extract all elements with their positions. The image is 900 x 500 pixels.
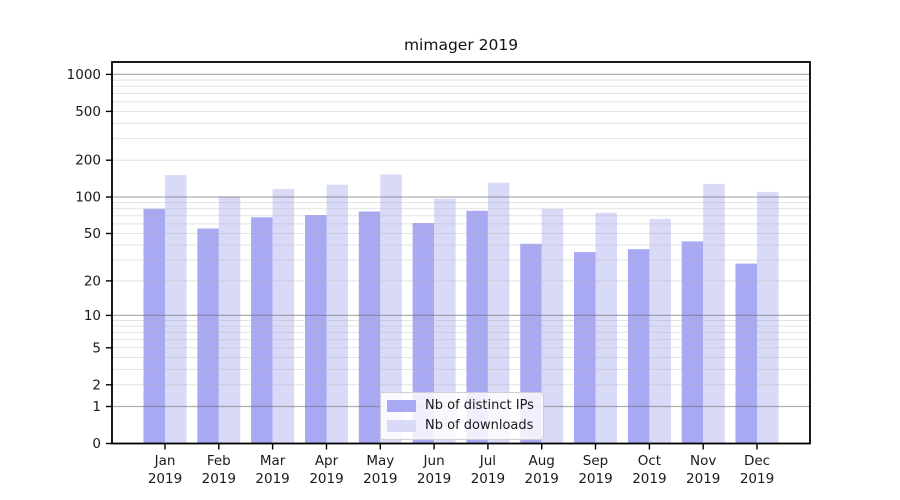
x-tick-label-may: May: [366, 453, 394, 469]
x-tick-label-year-jul: 2019: [471, 471, 505, 487]
x-tick-label-mar: Mar: [260, 453, 286, 469]
y-tick-label-1000: 1000: [67, 67, 101, 83]
y-tick-label-500: 500: [75, 104, 101, 120]
bar-downloads-nov: [703, 183, 725, 444]
bar-downloads-jan: [165, 175, 187, 444]
legend-swatch-distinct-ips: [387, 399, 416, 412]
bar-distinct-ips-jun: [412, 223, 435, 444]
bar-distinct-ips-jul: [466, 210, 488, 444]
bar-distinct-ips-sep: [574, 252, 596, 444]
y-tick-label-20: 20: [84, 273, 101, 289]
bar-downloads-apr: [326, 184, 348, 444]
x-tick-label-dec: Dec: [744, 453, 770, 469]
x-tick-label-year-sep: 2019: [578, 471, 612, 487]
bar-downloads-aug: [541, 208, 564, 444]
x-tick-label-oct: Oct: [638, 453, 661, 469]
y-tick-label-5: 5: [92, 340, 101, 356]
x-tick-label-year-mar: 2019: [255, 471, 289, 487]
bar-distinct-ips-feb: [197, 228, 219, 444]
x-tick-label-sep: Sep: [583, 453, 608, 469]
y-tick-label-50: 50: [84, 226, 101, 242]
y-tick-label-10: 10: [84, 308, 101, 324]
bar-downloads-sep: [595, 212, 617, 444]
x-tick-label-year-jun: 2019: [417, 471, 451, 487]
legend-swatch-downloads: [387, 419, 416, 432]
bar-distinct-ips-mar: [251, 217, 273, 444]
bar-distinct-ips-nov: [681, 241, 704, 444]
bar-distinct-ips-apr: [305, 215, 327, 444]
x-tick-label-year-dec: 2019: [740, 471, 774, 487]
x-tick-label-aug: Aug: [529, 453, 555, 469]
x-tick-label-year-feb: 2019: [202, 471, 236, 487]
x-tick-label-year-nov: 2019: [686, 471, 720, 487]
x-tick-label-year-jan: 2019: [148, 471, 182, 487]
bar-downloads-feb: [218, 196, 241, 444]
x-tick-label-year-apr: 2019: [309, 471, 343, 487]
x-tick-label-feb: Feb: [207, 453, 231, 469]
legend: Nb of distinct IPs Nb of downloads: [380, 392, 544, 440]
legend-label-downloads: Nb of downloads: [425, 418, 534, 433]
legend-item-distinct-ips: Nb of distinct IPs: [387, 398, 535, 413]
x-tick-label-jul: Jul: [479, 453, 496, 469]
bar-downloads-oct: [649, 218, 671, 444]
y-tick-label-100: 100: [75, 190, 101, 206]
plot-border: [111, 61, 811, 445]
legend-label-distinct-ips: Nb of distinct IPs: [425, 398, 534, 413]
bar-downloads-jun: [434, 198, 456, 444]
bar-downloads-mar: [272, 189, 295, 444]
bar-distinct-ips-dec: [735, 263, 757, 444]
bar-distinct-ips-may: [358, 211, 381, 444]
bar-downloads-may: [380, 174, 402, 444]
y-tick-label-2: 2: [92, 377, 101, 393]
x-tick-label-nov: Nov: [690, 453, 716, 469]
bar-downloads-dec: [757, 191, 779, 444]
bar-downloads-jul: [487, 182, 510, 444]
legend-item-downloads: Nb of downloads: [387, 418, 535, 433]
x-tick-label-year-may: 2019: [363, 471, 397, 487]
bar-distinct-ips-oct: [627, 249, 650, 444]
y-tick-label-0: 0: [92, 436, 101, 452]
bar-distinct-ips-jan: [143, 208, 165, 444]
x-tick-label-jan: Jan: [154, 453, 176, 469]
y-tick-label-200: 200: [75, 153, 101, 169]
y-tick-label-1: 1: [92, 399, 101, 415]
x-tick-label-year-oct: 2019: [632, 471, 666, 487]
x-tick-label-apr: Apr: [315, 453, 339, 469]
x-tick-label-year-aug: 2019: [525, 471, 559, 487]
x-tick-label-jun: Jun: [423, 453, 445, 469]
